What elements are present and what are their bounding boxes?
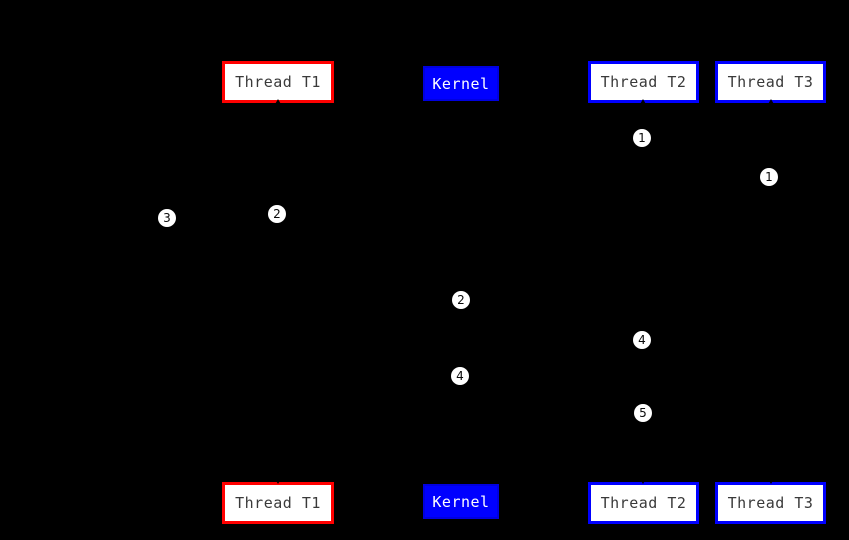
lifeline-notch — [639, 99, 647, 106]
thread-t2-box-bottom: Thread T2 — [588, 482, 699, 524]
step-marker-5: 5 — [634, 404, 652, 422]
thread-t3-box-top: Thread T3 — [715, 61, 826, 103]
thread-t3-box-bottom: Thread T3 — [715, 482, 826, 524]
arrowhead-notch — [639, 477, 647, 484]
thread-t1-box-top: Thread T1 — [222, 61, 334, 103]
arrowhead-notch — [767, 477, 775, 484]
lifeline-notch — [274, 99, 282, 106]
thread-t2-box-top: Thread T2 — [588, 61, 699, 103]
step-marker-1: 1 — [633, 129, 651, 147]
step-marker-1b: 1 — [760, 168, 778, 186]
arrowhead-notch — [274, 477, 282, 484]
thread-t1-box-bottom: Thread T1 — [222, 482, 334, 524]
lifeline-notch — [767, 99, 775, 106]
step-marker-4: 4 — [451, 367, 469, 385]
kernel-box-bottom: Kernel — [423, 484, 499, 519]
step-marker-2b: 2 — [452, 291, 470, 309]
step-marker-3: 3 — [158, 209, 176, 227]
step-marker-4b: 4 — [633, 331, 651, 349]
step-marker-2: 2 — [268, 205, 286, 223]
kernel-box-top: Kernel — [423, 66, 499, 101]
